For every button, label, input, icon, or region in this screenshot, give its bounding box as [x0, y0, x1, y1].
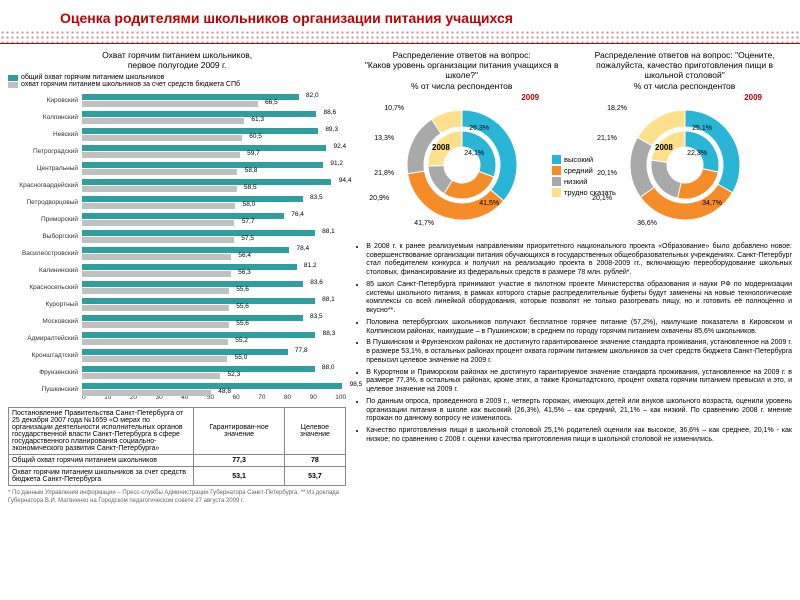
bar-row: Петродворцовый83,558,0 [8, 194, 346, 211]
bar-legend: общий охват горячим питанием школьников … [8, 74, 346, 88]
bar-row: Выборгский88,157,5 [8, 228, 346, 245]
bar-row: Красногвардейский94,458,5 [8, 177, 346, 194]
bullet-item: В 2008 г. к ранее реализуемым направлени… [366, 243, 792, 278]
bar-row: Адмиралтейский88,355,2 [8, 330, 346, 347]
bar-row: Колпинский88,661,3 [8, 109, 346, 126]
bar-chart-title: Охват горячим питанием школьников, перво… [8, 50, 346, 70]
standards-table: Постановление Правительства Санкт-Петерб… [8, 407, 346, 486]
bullet-item: По данным опроса, проведенного в 2009 г.… [366, 398, 792, 424]
bar-chart: Кировский82,066,5Колпинский88,661,3Невск… [8, 92, 346, 392]
bar-row: Калининский81,256,3 [8, 262, 346, 279]
pie2-title: Распределение ответов на вопрос: "Оценит… [577, 50, 792, 91]
pie2: 2009 2008 18,2%21,1%20,1%34,7%22,3%25,1%… [577, 95, 792, 235]
bullet-item: Половина петербургских школьников получа… [366, 319, 792, 337]
bar-row: Василеостровский78,456,4 [8, 245, 346, 262]
decorative-band [0, 30, 800, 44]
bar-row: Центральный91,258,8 [8, 160, 346, 177]
bar-row: Пушкинский98,548,8 [8, 381, 346, 398]
bar-row: Красносельский83,655,6 [8, 279, 346, 296]
pie1-title: Распределение ответов на вопрос: "Каков … [354, 50, 569, 91]
bar-row: Петроградский92,459,7 [8, 143, 346, 160]
bar-row: Фрунзенский88,052,3 [8, 364, 346, 381]
bullet-item: Качество приготовления пищи в школьной с… [366, 427, 792, 445]
footnotes: * По данным Управления информации – Прес… [8, 490, 346, 504]
bullet-item: В Курортном и Приморском районах не дост… [366, 369, 792, 395]
bullet-item: В Пушкинском и Фрунзенском районах не до… [366, 339, 792, 365]
bullet-item: 85 школ Санкт-Петербурга принимают участ… [366, 281, 792, 316]
right-column: Распределение ответов на вопрос: "Каков … [354, 50, 792, 505]
bar-row: Приморский76,457,7 [8, 211, 346, 228]
bar-row: Московский83,555,6 [8, 313, 346, 330]
bar-row: Курортный88,155,6 [8, 296, 346, 313]
bar-row: Кировский82,066,5 [8, 92, 346, 109]
bar-row: Кронштадтский77,855,0 [8, 347, 346, 364]
page-title: Оценка родителями школьников организации… [0, 0, 800, 30]
swatch-a [8, 75, 18, 81]
bullet-list: В 2008 г. к ранее реализуемым направлени… [354, 243, 792, 445]
left-column: Охват горячим питанием школьников, перво… [8, 50, 346, 505]
pie1: 2009 2008 10,7%13,3%21,8%41,5%24,1%26,3%… [354, 95, 569, 235]
swatch-b [8, 82, 18, 88]
bar-row: Невский89,360,5 [8, 126, 346, 143]
